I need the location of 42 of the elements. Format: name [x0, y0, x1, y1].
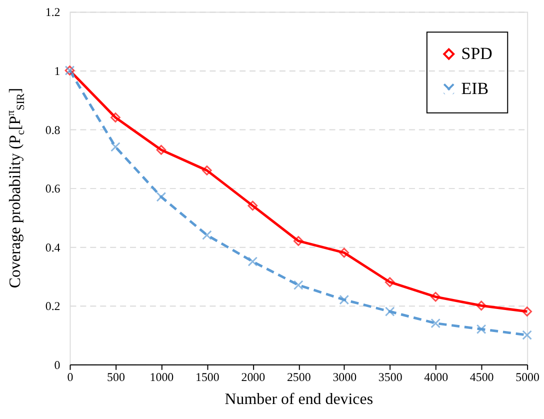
y-tick-label: 0: [54, 358, 60, 372]
point: [522, 330, 532, 340]
point: [156, 192, 166, 202]
x-tick-label: 2000: [241, 370, 266, 384]
point: [110, 142, 120, 152]
legend-label: EIB: [461, 78, 489, 98]
x-tick-label: 5000: [516, 370, 540, 384]
point: [248, 200, 258, 211]
y-tick-label: 0.4: [45, 240, 60, 254]
point: [202, 230, 212, 240]
y-tick-label: 0.8: [45, 122, 60, 137]
x-tick-label: 1000: [150, 370, 174, 384]
point: [248, 256, 258, 266]
x-tick-label: 4000: [424, 370, 448, 384]
x-tick-label: 0: [67, 370, 74, 384]
x-tick-label: 3000: [332, 370, 357, 384]
x-tick-label: 3500: [378, 370, 402, 384]
x-axis-title: Number of end devices: [224, 390, 374, 408]
y-tick-label: 0.6: [45, 182, 60, 196]
point: [476, 324, 486, 334]
point: [384, 306, 395, 316]
point: [202, 166, 212, 176]
point: [476, 300, 486, 311]
point: [522, 306, 532, 316]
point: [293, 280, 304, 290]
y-tick-label: 1: [54, 64, 60, 78]
legend-label: SPD: [461, 44, 492, 64]
point: [384, 277, 395, 288]
point: [156, 144, 166, 155]
point: [430, 292, 441, 302]
point: [430, 318, 441, 328]
point: [110, 112, 120, 122]
y-axis-title: Coverage probability (Pc[PπSIR]: [4, 88, 27, 288]
y-tick-label: 0.2: [45, 299, 60, 314]
x-tick-label: 1500: [196, 370, 220, 384]
point: [293, 236, 304, 246]
point: [339, 248, 350, 258]
x-tick-label: 2500: [286, 370, 311, 384]
y-tick-label: 1.2: [45, 5, 60, 20]
x-tick-label: 500: [107, 370, 125, 384]
point: [339, 294, 350, 305]
x-tick-label: 4500: [470, 370, 494, 384]
